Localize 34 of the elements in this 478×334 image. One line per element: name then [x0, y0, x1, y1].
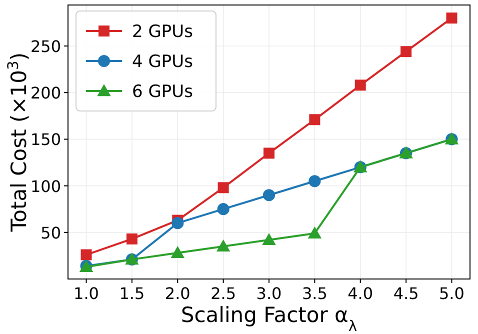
legend-label: 6 GPUs: [132, 82, 194, 102]
x-tick-label: 1.0: [74, 284, 99, 303]
point: [309, 114, 320, 126]
point: [446, 12, 458, 24]
x-tick-label: 2.0: [164, 284, 190, 303]
point: [170, 246, 185, 258]
point: [216, 240, 230, 252]
x-tick-label: 1.5: [119, 284, 145, 303]
point: [218, 182, 229, 194]
point: [262, 189, 276, 202]
y-tick-label: 50: [40, 223, 61, 242]
point: [354, 80, 366, 91]
x-tick-label: 3.5: [302, 284, 328, 303]
x-tick-label: 5.0: [439, 284, 464, 303]
y-tick-label: 200: [30, 84, 61, 103]
x-tick-label: 4.5: [393, 284, 419, 303]
point: [262, 232, 276, 246]
legend-label: 2 GPUs: [132, 22, 194, 42]
point: [264, 148, 274, 159]
point: [217, 203, 230, 216]
x-tick-label: 4.0: [348, 284, 374, 303]
point: [308, 226, 322, 238]
x-axis-title: Scaling Factor α$_{λ}$: [180, 303, 358, 334]
point: [80, 249, 92, 260]
point: [400, 46, 412, 58]
x-tick-label: 3.0: [256, 284, 282, 303]
y-tick-label: 250: [30, 37, 61, 56]
y-tick-label: 150: [30, 130, 61, 150]
point: [172, 217, 184, 230]
point: [308, 175, 321, 188]
legend-label: 4 GPUs: [132, 52, 194, 72]
point: [126, 233, 138, 244]
y-tick-label: 100: [30, 176, 61, 196]
x-tick-label: 2.5: [210, 284, 236, 303]
